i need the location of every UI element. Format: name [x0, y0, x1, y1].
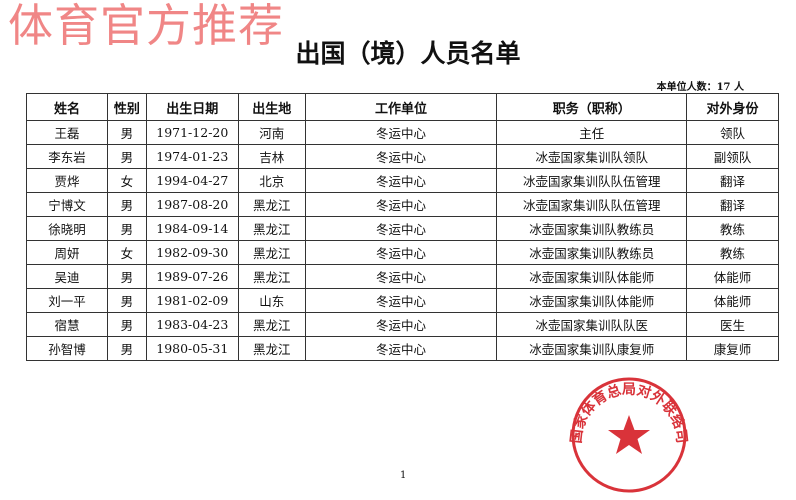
table-cell: 1984-09-14	[145, 216, 239, 241]
table-cell: 黑龙江	[237, 312, 306, 337]
table-cell: 冰壶国家集训队教练员	[496, 240, 688, 265]
table-row: 李东岩男 1974-01-23 吉林 冬运中心 冰壶国家集训队领队 副领队	[26, 144, 779, 169]
table-row: 徐晓明男 1984-09-14 黑龙江 冬运中心 冰壶国家集训队教练员 教练	[26, 216, 779, 241]
table-cell: 冬运中心	[304, 264, 498, 289]
table-cell: 体能师	[686, 288, 779, 313]
table-cell: 教练	[686, 240, 779, 265]
table-cell: 1987-08-20	[145, 192, 239, 217]
table-cell: 刘一平	[26, 288, 108, 313]
table-cell: 贾烨	[26, 168, 108, 193]
table-cell: 吴迪	[26, 264, 108, 289]
table-cell: 冰壶国家集训队教练员	[496, 216, 688, 241]
table-cell: 黑龙江	[237, 216, 306, 241]
table-row: 吴迪男 1989-07-26 黑龙江 冬运中心 冰壶国家集训队体能师 体能师	[26, 264, 779, 289]
table-cell: 冰壶国家集训队队医	[496, 312, 688, 337]
table-cell: 河南	[237, 120, 306, 145]
table-cell: 女	[106, 240, 147, 265]
table-cell: 1971-12-20	[145, 120, 239, 145]
table-cell: 领队	[686, 120, 779, 145]
table-cell: 男	[106, 192, 147, 217]
table-cell: 王磊	[26, 120, 108, 145]
table-cell: 1983-04-23	[145, 312, 239, 337]
table-cell: 冰壶国家集训队体能师	[496, 264, 688, 289]
table-cell: 冬运中心	[304, 336, 498, 361]
column-header: 姓名	[26, 93, 108, 121]
table-cell: 1974-01-23	[145, 144, 239, 169]
table-cell: 1982-09-30	[145, 240, 239, 265]
column-header: 工作单位	[304, 93, 498, 121]
personnel-table: 姓名 性别 出生日期 出生地 工作单位 职务（职称） 对外身份 王磊男 1971-12-20 河…	[26, 93, 779, 361]
table-cell: 1994-04-27	[145, 168, 239, 193]
table-cell: 吉林	[237, 144, 306, 169]
table-cell: 主任	[496, 120, 688, 145]
personnel-count: 本单位人数：17 人	[656, 82, 744, 93]
table-cell: 冬运中心	[304, 312, 498, 337]
table-cell: 冬运中心	[304, 240, 498, 265]
table-cell: 翻译	[686, 168, 779, 193]
table-cell: 北京	[237, 168, 306, 193]
table-cell: 男	[106, 144, 147, 169]
table-cell: 女	[106, 168, 147, 193]
table-cell: 冰壶国家集训队领队	[496, 144, 688, 169]
table-cell: 冬运中心	[304, 288, 498, 313]
table-cell: 冰壶国家集训队队伍管理	[496, 192, 688, 217]
table-row: 孙智博男 1980-05-31 黑龙江 冬运中心 冰壶国家集训队康复师 康复师	[26, 336, 779, 361]
table-cell: 翻译	[686, 192, 779, 217]
table-cell: 男	[106, 288, 147, 313]
table-cell: 宁博文	[26, 192, 108, 217]
table-cell: 教练	[686, 216, 779, 241]
table-cell: 男	[106, 264, 147, 289]
table-cell: 黑龙江	[237, 240, 306, 265]
page-title: 出国（境）人员名单	[295, 39, 521, 68]
table-cell: 周妍	[26, 240, 108, 265]
table-cell: 冰壶国家集训队康复师	[496, 336, 688, 361]
table-cell: 李东岩	[26, 144, 108, 169]
table-cell: 男	[106, 312, 147, 337]
official-seal: 国家体育总局对外联络司	[569, 377, 689, 493]
page-number: 1	[400, 470, 407, 481]
table-cell: 冬运中心	[304, 216, 498, 241]
table-cell: 1980-05-31	[145, 336, 239, 361]
table-row: 贾烨女 1994-04-27 北京 冬运中心 冰壶国家集训队队伍管理 翻译	[26, 168, 779, 193]
table-cell: 黑龙江	[237, 264, 306, 289]
table-cell: 徐晓明	[26, 216, 108, 241]
table-cell: 冰壶国家集训队队伍管理	[496, 168, 688, 193]
table-header: 姓名 性别 出生日期 出生地 工作单位 职务（职称） 对外身份	[26, 93, 779, 121]
table-cell: 冬运中心	[304, 168, 498, 193]
watermark: 体育官方推荐	[8, 0, 285, 52]
table-cell: 1981-02-09	[145, 288, 239, 313]
table-row: 王磊男 1971-12-20 河南 冬运中心 主任 领队	[26, 120, 779, 145]
column-header: 职务（职称）	[496, 93, 688, 121]
table-cell: 孙智博	[26, 336, 108, 361]
table-cell: 黑龙江	[237, 336, 306, 361]
column-header: 对外身份	[686, 93, 779, 121]
table-row: 刘一平男 1981-02-09 山东 冬运中心 冰壶国家集训队体能师 体能师	[26, 288, 779, 313]
star-icon	[608, 415, 650, 454]
table-cell: 医生	[686, 312, 779, 337]
table-cell: 男	[106, 216, 147, 241]
table-cell: 1989-07-26	[145, 264, 239, 289]
table-cell: 体能师	[686, 264, 779, 289]
column-header: 出生日期	[145, 93, 239, 121]
column-header: 出生地	[237, 93, 306, 121]
table-cell: 男	[106, 336, 147, 361]
table-cell: 冬运中心	[304, 120, 498, 145]
table-row: 周妍女 1982-09-30 黑龙江 冬运中心 冰壶国家集训队教练员 教练	[26, 240, 779, 265]
table-cell: 冬运中心	[304, 192, 498, 217]
table-cell: 山东	[237, 288, 306, 313]
table-row: 宿慧男 1983-04-23 黑龙江 冬运中心 冰壶国家集训队队医 医生	[26, 312, 779, 337]
column-header: 性别	[106, 93, 147, 121]
table-cell: 宿慧	[26, 312, 108, 337]
table-cell: 冬运中心	[304, 144, 498, 169]
table-cell: 冰壶国家集训队体能师	[496, 288, 688, 313]
table-cell: 黑龙江	[237, 192, 306, 217]
table-cell: 康复师	[686, 336, 779, 361]
table-cell: 男	[106, 120, 147, 145]
table-cell: 副领队	[686, 144, 779, 169]
table-row: 宁博文男 1987-08-20 黑龙江 冬运中心 冰壶国家集训队队伍管理 翻译	[26, 192, 779, 217]
